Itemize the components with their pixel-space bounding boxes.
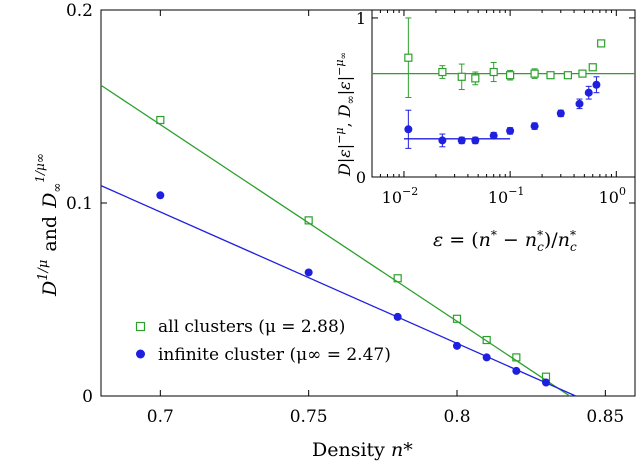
y-label-dinf: D [39, 193, 61, 209]
data-point-infinite-cluster [453, 341, 461, 350]
legend-marker-square [135, 321, 146, 332]
data-point-all-clusters [393, 274, 402, 283]
x-axis-label-symbol: n* [391, 439, 413, 461]
data-point-all-clusters [156, 115, 165, 125]
inset-point-all-clusters [597, 39, 606, 48]
inset-point-infinite-cluster [438, 136, 447, 145]
inset-point-infinite-cluster [489, 131, 498, 140]
inset-point-all-clusters [471, 74, 480, 83]
y-label-dinf-sub: ∞ [50, 183, 64, 193]
x-tick-label: 0.7 [147, 407, 174, 427]
y-label-dinf-exp: 1/μ∞ [33, 153, 47, 182]
inset-background [372, 10, 635, 177]
inset-point-all-clusters [546, 71, 555, 80]
x-tick-label: 0.85 [586, 407, 624, 427]
y-label-exp: 1/μ [36, 260, 51, 281]
inset-x-tick-label: 100 [599, 185, 626, 207]
x-axis-label-main: Density [312, 439, 385, 461]
legend: all clusters (μ = 2.88) infinite cluster… [135, 317, 391, 365]
inset-point-all-clusters [489, 67, 498, 77]
inset-point-all-clusters [404, 53, 413, 62]
y-tick-label: 0.1 [66, 194, 93, 214]
x-tick-label: 0.75 [290, 407, 328, 427]
data-point-infinite-cluster [393, 312, 402, 321]
inset-point-infinite-cluster [457, 136, 466, 145]
y-tick-label: 0 [82, 387, 93, 407]
fit-line-all-clusters [100, 84, 571, 397]
y-tick-label: 0.2 [66, 1, 93, 21]
inset-point-all-clusters [588, 63, 597, 72]
inset-point-infinite-cluster [556, 109, 565, 118]
inset-point-all-clusters [578, 69, 587, 78]
inset-point-all-clusters [457, 72, 466, 81]
inset-point-all-clusters [506, 71, 515, 80]
inset-point-all-clusters [563, 71, 572, 80]
inset-point-infinite-cluster [471, 136, 480, 145]
data-point-infinite-cluster [304, 268, 313, 277]
inset-y-tick-label: 1 [356, 9, 366, 28]
inset-y-axis-label: D|ε|−μ, D∞|ε|−μ∞ [333, 52, 357, 177]
data-point-infinite-cluster [156, 191, 165, 200]
inset-point-all-clusters [530, 69, 539, 78]
fit-line-infinite-cluster [100, 185, 576, 397]
inset-point-infinite-cluster [404, 125, 413, 134]
inset-x-tick-label: 10−1 [488, 185, 525, 207]
x-axis-label: Density n* [312, 439, 413, 461]
inset-plot-frame [371, 9, 636, 178]
x-tick-label: 0.8 [443, 407, 470, 427]
inset-point-all-clusters [438, 67, 447, 77]
inset-point-infinite-cluster [575, 99, 584, 108]
y-axis-label: D1/μandD∞1/μ∞ [33, 153, 64, 297]
inset-point-infinite-cluster [584, 88, 593, 97]
inset-x-axis-label: ε = (n* − n* c)/n* c [433, 228, 577, 254]
legend-label-all-clusters: all clusters (μ = 2.88) [158, 317, 345, 337]
data-point-all-clusters [512, 353, 521, 362]
data-point-all-clusters [304, 216, 313, 225]
legend-label-infinite-cluster: infinite cluster (μ∞ = 2.47) [158, 345, 391, 365]
data-point-infinite-cluster [512, 366, 521, 375]
inset-y-tick-label: 0 [356, 168, 366, 187]
inset-plot: 10−2 10−1 100 0 1 ε = (n* − n* c)/n* c D|ε|−μ,… [333, 9, 636, 254]
data-point-all-clusters [482, 335, 491, 345]
y-label-d: D [39, 281, 61, 297]
legend-marker-circle [136, 349, 145, 359]
inset-point-infinite-cluster [530, 122, 539, 131]
legend-item-all-clusters: all clusters (μ = 2.88) [135, 317, 345, 337]
legend-item-infinite-cluster: infinite cluster (μ∞ = 2.47) [136, 345, 391, 365]
data-point-infinite-cluster [482, 353, 491, 362]
inset-point-infinite-cluster [592, 80, 601, 89]
y-label-and: and [39, 216, 61, 252]
data-point-infinite-cluster [542, 378, 550, 387]
data-point-all-clusters [452, 314, 462, 323]
inset-point-infinite-cluster [506, 126, 515, 135]
inset-x-tick-label: 10−2 [382, 185, 419, 207]
